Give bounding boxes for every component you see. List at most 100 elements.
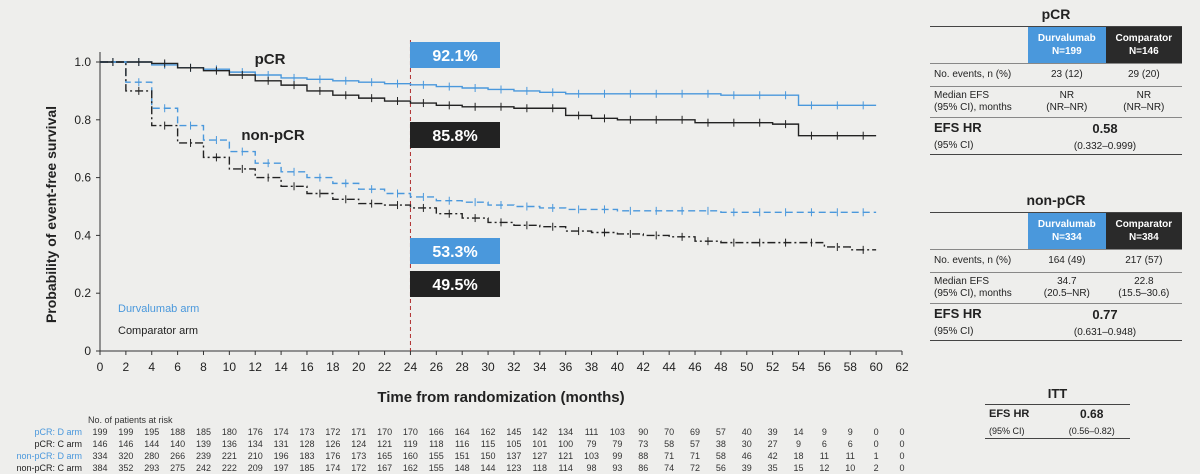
risk-cell: 176 [248,427,263,437]
risk-cell: 384 [92,463,107,473]
callout-box-non-pcr-comparator [410,271,500,297]
risk-cell: 137 [506,451,521,461]
x-tick-label: 52 [766,360,780,374]
x-tick-label: 54 [792,360,806,374]
x-tick-label: 58 [844,360,858,374]
risk-cell: 134 [248,439,263,449]
risk-cell: 320 [118,451,133,461]
pcr-median-c: NR (NR–NR) [1105,86,1182,118]
risk-cell: 39 [742,463,752,473]
callout-value: 53.3% [432,244,477,261]
risk-cell: 115 [481,439,495,449]
risk-cell: 134 [558,427,573,437]
risk-cell: 144 [144,439,159,449]
x-tick-label: 50 [740,360,754,374]
risk-cell: 199 [92,427,107,437]
risk-cell: 145 [506,427,521,437]
risk-cell: 105 [506,439,521,449]
pcr-ci-label: (95% CI) [934,140,974,151]
risk-cell: 103 [610,427,625,437]
itt-table: EFS HR 0.68 (95% CI) (0.56–0.82) [985,404,1130,439]
pcr-comparator-header: Comparator N=146 [1105,26,1182,64]
risk-cell: 275 [170,463,185,473]
nonpcr-table: Durvalumab N=334 Comparator N=384 No. even… [930,212,1182,341]
risk-cell: 18 [794,451,804,461]
risk-cell: 57 [716,427,726,437]
risk-cell: 69 [690,427,700,437]
nonpcr-panel-title: non-pCR [1026,192,1086,208]
risk-cell: 0 [899,439,904,449]
pcr-hr-value: 0.58 [1028,117,1182,138]
itt-ci-value: (0.56–0.82) [1068,425,1115,436]
risk-cell: 173 [299,427,314,437]
pcr-panel-title: pCR [1041,6,1071,22]
risk-cell: 174 [325,463,340,473]
x-tick-label: 10 [223,360,237,374]
x-tick-label: 44 [662,360,676,374]
nonpcr-median-c: 22.8 (15.5–30.6) [1105,272,1182,304]
y-tick-label: 1.0 [74,55,91,69]
risk-cell: 131 [274,439,289,449]
risk-cell: 185 [196,427,211,437]
risk-cell: 38 [716,439,726,449]
risk-cell: 39 [768,427,778,437]
risk-cell: 93 [612,463,622,473]
risk-cell: 172 [325,427,340,437]
risk-cell: 148 [455,463,470,473]
risk-cell: 239 [196,451,211,461]
risk-cell: 183 [299,451,314,461]
risk-cell: 11 [846,451,855,461]
risk-cell: 71 [664,451,674,461]
km-curve-non-pcr-d-arm [100,61,877,213]
risk-cell: 195 [144,427,159,437]
nonpcr-median-label: Median EFS (95% CI), months [930,272,1028,304]
risk-cell: 136 [222,439,237,449]
risk-cell: 165 [377,451,392,461]
risk-cell: 70 [664,427,674,437]
itt-hr-value: 0.68 [1080,407,1104,421]
risk-cell: 142 [532,427,547,437]
risk-cell: 56 [716,463,726,473]
risk-row-label: non-pCR: D arm [16,451,82,461]
itt-ci-label: (95% CI) [989,425,1025,436]
risk-cell: 173 [351,451,366,461]
itt-panel-title: ITT [1047,386,1068,401]
risk-cell: 124 [351,439,366,449]
y-axis-label: Probability of event-free survival [43,106,59,323]
group-label-pcr: pCR [255,51,286,68]
x-tick-label: 60 [869,360,883,374]
x-tick-label: 12 [249,360,263,374]
risk-cell: 100 [558,439,573,449]
risk-cell: 2 [874,463,879,473]
risk-cell: 101 [532,439,547,449]
risk-cell: 118 [429,439,443,449]
pcr-events-label: No. events, n (%) [930,63,1028,87]
risk-cell: 74 [664,463,674,473]
callout-value: 85.8% [432,128,477,145]
risk-cell: 72 [690,463,700,473]
risk-cell: 79 [587,439,597,449]
risk-cell: 140 [170,439,185,449]
x-axis-label: Time from randomization (months) [377,389,624,406]
x-tick-label: 48 [714,360,728,374]
nonpcr-ci-value: (0.631–0.948) [1073,326,1137,338]
risk-cell: 146 [92,439,107,449]
risk-cell: 86 [638,463,648,473]
risk-cell: 155 [429,463,444,473]
risk-cell: 166 [429,427,444,437]
legend-comparator: Comparator arm [118,325,198,337]
risk-cell: 0 [874,439,879,449]
risk-cell: 155 [429,451,444,461]
risk-cell: 103 [584,451,599,461]
risk-cell: 1 [874,451,879,461]
risk-cell: 162 [403,463,418,473]
itt-panel: ITT EFS HR 0.68 (95% CI) (0.56–0.82) [985,384,1130,439]
y-tick-label: 0 [84,344,91,358]
callout-box-non-pcr-durvalumab [410,238,500,264]
risk-cell: 9 [848,427,853,437]
legend-durvalumab: Durvalumab arm [118,303,199,315]
risk-cell: 172 [351,463,366,473]
risk-table-title: No. of patients at risk [88,415,173,425]
nonpcr-median-d: 34.7 (20.5–NR) [1028,272,1106,304]
callout-box-pcr-durvalumab [410,42,500,68]
